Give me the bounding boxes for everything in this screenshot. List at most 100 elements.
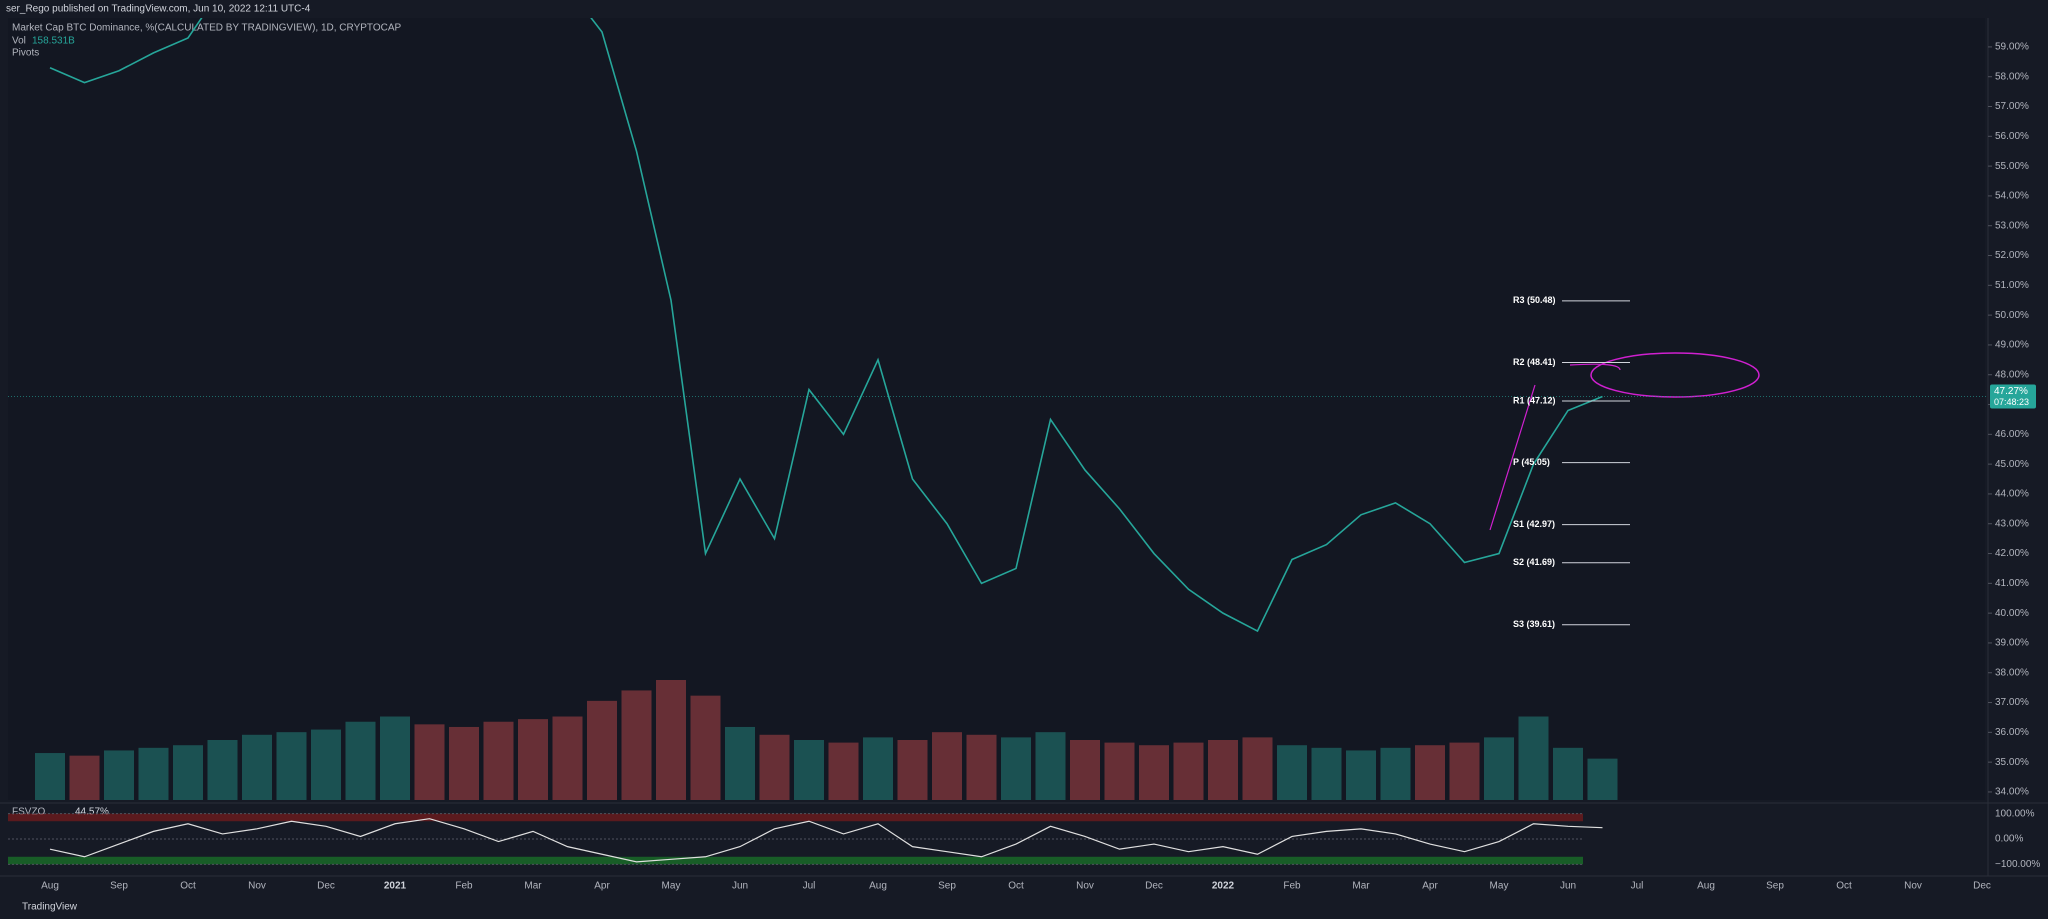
volume-bar — [1001, 737, 1031, 800]
y-tick-label: 57.00% — [1995, 101, 2029, 112]
y-tick-label: 41.00% — [1995, 578, 2029, 589]
y-tick-label: 38.00% — [1995, 667, 2029, 678]
price-pane — [8, 18, 1985, 800]
y-tick-label: 42.00% — [1995, 548, 2029, 559]
x-tick-label: Aug — [1697, 881, 1715, 892]
indicator-name: FSVZO — [12, 807, 46, 818]
x-tick-label: 2021 — [384, 881, 407, 892]
price-plot — [35, 18, 1618, 800]
x-tick-label: Sep — [1766, 881, 1784, 892]
y-tick-label: 35.00% — [1995, 757, 2029, 768]
y-tick-label: 37.00% — [1995, 697, 2029, 708]
y-tick-label: 49.00% — [1995, 340, 2029, 351]
volume-bar — [276, 732, 307, 800]
x-tick-label: Jun — [1560, 881, 1576, 892]
x-tick-label: Dec — [1145, 881, 1163, 892]
volume-bar — [207, 740, 238, 800]
x-tick-label: Feb — [1283, 881, 1301, 892]
volume-bar — [1484, 737, 1514, 800]
volume-bar — [414, 724, 445, 800]
y-tick-label: 52.00% — [1995, 250, 2029, 261]
last-price-countdown: 07:48:23 — [1994, 397, 2029, 407]
volume-bar — [621, 690, 652, 800]
x-tick-label: Apr — [594, 881, 610, 892]
volume-bar — [1173, 742, 1204, 800]
x-tick-label: Apr — [1422, 881, 1438, 892]
volume-bar — [1311, 747, 1342, 800]
last-price-label: 47.27% — [1994, 386, 2028, 397]
y-tick-label: 58.00% — [1995, 71, 2029, 82]
indicator-tick-label: −100.00% — [1995, 859, 2040, 870]
x-tick-label: Dec — [317, 881, 335, 892]
volume-bar — [1380, 747, 1411, 800]
y-tick-label: 36.00% — [1995, 727, 2029, 738]
x-tick-label: Oct — [1008, 881, 1024, 892]
x-tick-label: Aug — [869, 881, 887, 892]
annotation-stroke — [1489, 363, 1621, 531]
volume-bar — [242, 734, 272, 800]
indicator-tick-label: 0.00% — [1995, 834, 2023, 845]
volume-bar — [690, 695, 721, 800]
annotation-ellipse — [1590, 352, 1760, 398]
volume-bar — [932, 732, 962, 800]
y-tick-label: 50.00% — [1995, 310, 2029, 321]
x-tick-label: Jun — [732, 881, 748, 892]
volume-bar — [1415, 745, 1445, 800]
x-tick-label: Feb — [455, 881, 473, 892]
indicator-line — [49, 818, 1603, 863]
volume-bar — [1104, 742, 1135, 800]
x-tick-label: Dec — [1973, 881, 1991, 892]
volume-bar — [1449, 742, 1480, 800]
y-tick-label: 45.00% — [1995, 459, 2029, 470]
indicator-label: 44.57% — [75, 807, 109, 818]
volume-bar — [1277, 745, 1307, 800]
volume-bar — [449, 726, 479, 800]
volume-bar — [1035, 732, 1066, 800]
volume-bar — [173, 745, 203, 800]
volume-bar — [104, 750, 134, 800]
pivot-label: S1 (42.97) — [1513, 519, 1555, 529]
volume-bar — [138, 747, 169, 800]
y-tick-label: 53.00% — [1995, 220, 2029, 231]
volume-bar — [656, 680, 686, 800]
x-tick-label: Mar — [1352, 881, 1370, 892]
pivot-label: R2 (48.41) — [1513, 357, 1556, 367]
y-tick-label: 59.00% — [1995, 42, 2029, 53]
volume-bar — [725, 726, 755, 800]
volume-bar — [863, 737, 893, 800]
x-tick-label: Mar — [524, 881, 542, 892]
pivot-label: S2 (41.69) — [1513, 557, 1555, 567]
pivots-title: Pivots — [12, 48, 39, 59]
volume-bar — [552, 716, 583, 800]
volume-bar — [311, 729, 341, 800]
x-tick-label: Oct — [1836, 881, 1852, 892]
y-tick-label: 55.00% — [1995, 161, 2029, 172]
pivot-label: P (45.05) — [1513, 457, 1550, 467]
y-tick-label: 39.00% — [1995, 638, 2029, 649]
y-tick-label: 44.00% — [1995, 489, 2029, 500]
y-tick-label: 48.00% — [1995, 369, 2029, 380]
volume-bar — [1070, 740, 1100, 800]
volume-bar — [1139, 745, 1169, 800]
indicator-tick-label: 100.00% — [1995, 808, 2035, 819]
x-tick-label: Aug — [41, 881, 59, 892]
pivot-label: R1 (47.12) — [1513, 395, 1556, 405]
volume-bar — [483, 721, 514, 800]
x-tick-label: Nov — [1076, 881, 1094, 892]
volume-bar — [794, 740, 824, 800]
x-tick-label: Nov — [248, 881, 266, 892]
y-tick-label: 43.00% — [1995, 518, 2029, 529]
volume-bar — [1518, 716, 1549, 800]
last-price-tag — [1990, 384, 2036, 409]
volume-bar — [35, 753, 65, 800]
volume-bar — [897, 740, 928, 800]
published-by: ser_Rego published on TradingView.com, J… — [6, 4, 311, 15]
x-tick-label: Sep — [110, 881, 128, 892]
y-tick-label: 34.00% — [1995, 787, 2029, 798]
volume-bar — [1346, 750, 1376, 800]
x-tick-label: Nov — [1904, 881, 1922, 892]
pivot-label: R3 (50.48) — [1513, 295, 1556, 305]
x-tick-label: May — [1490, 881, 1509, 892]
volume-bar — [759, 734, 790, 800]
